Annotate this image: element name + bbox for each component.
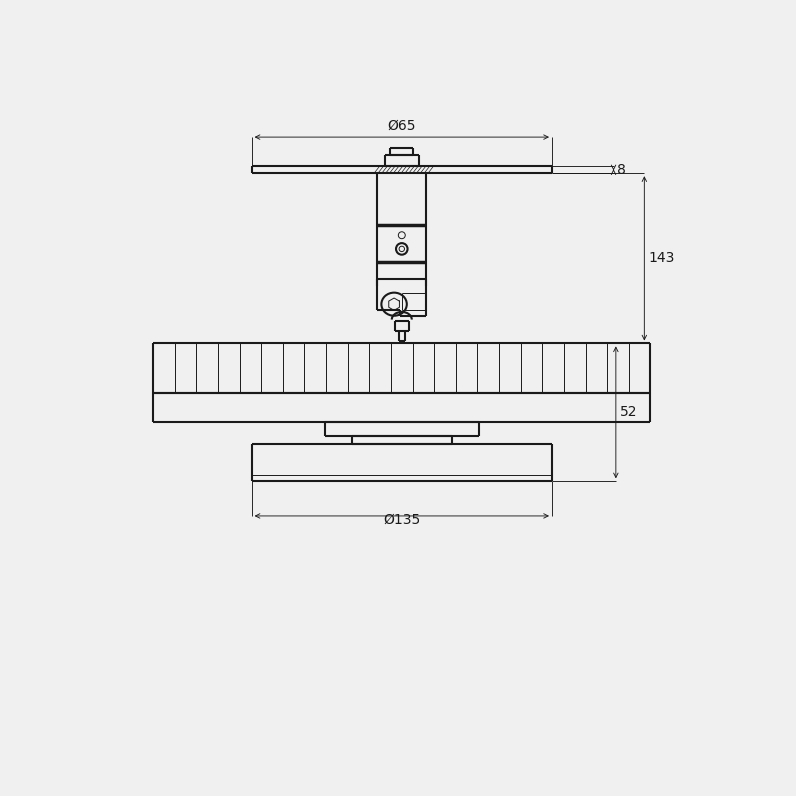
Text: Ø135: Ø135 [383,513,420,527]
Text: 143: 143 [648,252,674,265]
Text: 52: 52 [620,405,638,419]
Text: Ø65: Ø65 [388,119,416,132]
Text: 8: 8 [618,163,626,177]
